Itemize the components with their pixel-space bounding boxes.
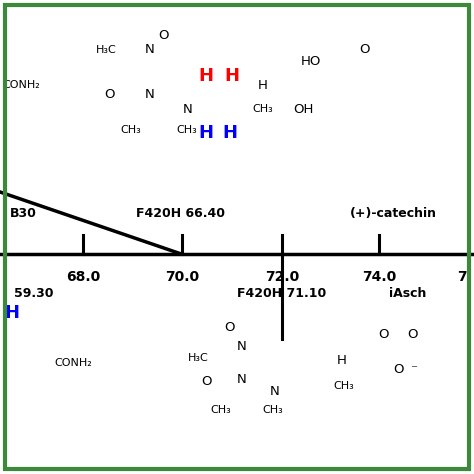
Text: O: O [225,320,235,334]
Text: CH₃: CH₃ [262,405,283,415]
Text: CH₃: CH₃ [253,104,273,114]
Text: 72.0: 72.0 [265,270,299,284]
Text: H₃C: H₃C [188,353,209,363]
Text: N: N [182,102,192,116]
Text: O: O [158,29,169,42]
Text: H: H [199,124,214,142]
Text: N: N [145,88,154,101]
Text: N: N [237,373,246,386]
Text: CH₃: CH₃ [120,125,141,136]
Text: 7: 7 [457,270,467,284]
Text: CONH₂: CONH₂ [55,357,92,368]
Text: H: H [199,67,214,85]
Text: H: H [337,354,346,367]
Text: N: N [270,384,280,398]
Text: F420H 66.40: F420H 66.40 [136,208,225,220]
Text: O: O [393,363,403,376]
Text: N: N [237,339,246,353]
Text: H: H [225,67,240,85]
Text: O: O [201,375,211,388]
Text: O: O [360,43,370,56]
Text: 68.0: 68.0 [66,270,100,284]
Text: CONH₂: CONH₂ [2,80,40,91]
Text: B30: B30 [9,208,36,220]
Text: H: H [258,79,268,92]
Text: O: O [379,328,389,341]
Text: (+)-catechin: (+)-catechin [350,208,437,220]
Text: H: H [222,124,237,142]
Text: O: O [104,88,114,101]
Text: HO: HO [301,55,320,68]
Text: O: O [407,328,418,341]
Text: H: H [5,304,20,322]
Text: F420H 71.10: F420H 71.10 [237,287,327,300]
Text: H₃C: H₃C [95,45,116,55]
Text: CH₃: CH₃ [177,125,198,136]
Text: OH: OH [293,102,313,116]
Text: CH₃: CH₃ [333,381,354,392]
Text: 59.30: 59.30 [14,287,54,300]
Text: N: N [145,43,154,56]
Text: ⁻: ⁻ [410,363,417,376]
Text: iAsch: iAsch [389,287,426,300]
Text: 74.0: 74.0 [362,270,396,284]
Text: 70.0: 70.0 [165,270,200,284]
Text: CH₃: CH₃ [210,405,231,415]
